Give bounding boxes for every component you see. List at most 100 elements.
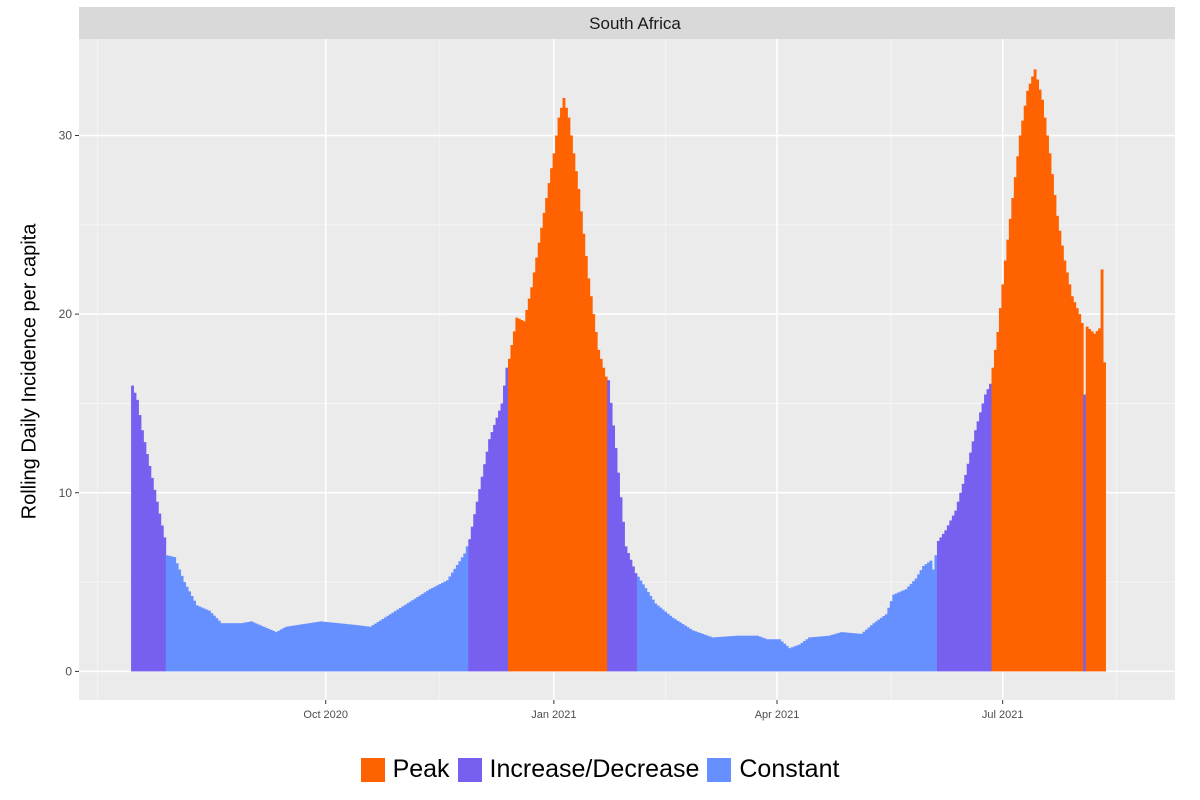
bar <box>140 430 144 672</box>
bar <box>592 314 596 672</box>
bar <box>495 417 499 672</box>
bar <box>812 637 816 672</box>
bar <box>532 272 536 672</box>
bar <box>242 622 246 672</box>
bar <box>793 646 797 672</box>
bar <box>609 402 613 672</box>
bar <box>669 615 673 672</box>
bar <box>505 367 509 672</box>
bar <box>842 632 846 672</box>
bar <box>160 525 164 672</box>
bar <box>314 622 318 672</box>
bar <box>627 553 630 672</box>
bar <box>326 622 330 672</box>
bar <box>170 556 174 672</box>
legend-key-constant <box>707 757 732 782</box>
bar <box>503 385 506 672</box>
bar <box>264 627 268 672</box>
bar <box>237 623 241 672</box>
bar <box>862 631 866 672</box>
y-axis-title: Rolling Daily Incidence per capita <box>18 223 41 520</box>
bar <box>686 627 690 672</box>
bar <box>143 442 147 672</box>
bar <box>1038 89 1042 672</box>
bar <box>535 257 539 672</box>
bar <box>661 609 665 672</box>
bar <box>567 117 571 672</box>
legend-item-increase-decrease: Increase/Decrease <box>457 755 699 784</box>
bar <box>1026 90 1030 672</box>
bar <box>1013 177 1017 672</box>
bar <box>403 604 407 672</box>
bar <box>262 626 266 672</box>
bar <box>817 636 821 672</box>
bar <box>292 625 296 672</box>
bar <box>681 624 685 672</box>
legend-item-constant: Constant <box>707 755 839 784</box>
bar <box>778 639 782 672</box>
bar <box>175 563 179 672</box>
bar <box>361 625 365 672</box>
bar <box>879 617 883 672</box>
bar <box>267 628 271 672</box>
bar <box>830 634 834 672</box>
bar <box>706 635 710 672</box>
bar <box>379 620 382 672</box>
bar <box>1033 69 1037 672</box>
bar <box>349 624 353 672</box>
bar <box>634 573 638 672</box>
bar <box>1065 272 1069 672</box>
bar <box>391 612 395 672</box>
panel-strip <box>79 7 1175 39</box>
bar <box>572 153 576 672</box>
bar <box>584 256 588 672</box>
bar <box>1016 156 1020 672</box>
bar <box>577 189 581 672</box>
bar <box>622 521 625 672</box>
bar <box>991 367 995 672</box>
bar <box>897 592 901 672</box>
bar <box>1070 296 1074 672</box>
bar <box>788 648 792 672</box>
bar <box>768 639 772 672</box>
legend-key-peak <box>360 757 385 782</box>
bar <box>922 566 925 672</box>
bar <box>899 591 903 672</box>
bar <box>369 626 372 672</box>
bar <box>150 477 154 672</box>
bar <box>165 555 169 672</box>
bar <box>1060 245 1064 672</box>
bar <box>867 627 871 672</box>
bar <box>909 583 913 672</box>
bar <box>651 599 655 672</box>
bar <box>631 566 635 672</box>
bar <box>733 635 737 672</box>
bar <box>460 557 464 672</box>
bar <box>455 564 459 672</box>
bar <box>359 625 363 672</box>
bar <box>646 592 650 672</box>
bar <box>153 489 157 672</box>
bar <box>272 631 276 672</box>
bar <box>250 621 253 672</box>
bar <box>520 320 524 672</box>
bar <box>1043 117 1047 672</box>
bar <box>1036 79 1040 672</box>
bar <box>225 623 229 672</box>
bar <box>780 641 784 672</box>
bar <box>322 621 325 672</box>
bar <box>438 584 442 672</box>
bar <box>1031 76 1035 672</box>
bar <box>178 569 182 672</box>
bar <box>1048 153 1052 672</box>
bar <box>557 117 561 672</box>
bar <box>684 625 687 672</box>
bar <box>212 615 216 672</box>
panel-title: South Africa <box>589 14 681 33</box>
bar <box>163 537 167 672</box>
bar <box>540 227 544 672</box>
bar <box>527 298 531 672</box>
bar <box>478 489 482 672</box>
bar <box>914 578 918 672</box>
bar <box>393 611 397 672</box>
